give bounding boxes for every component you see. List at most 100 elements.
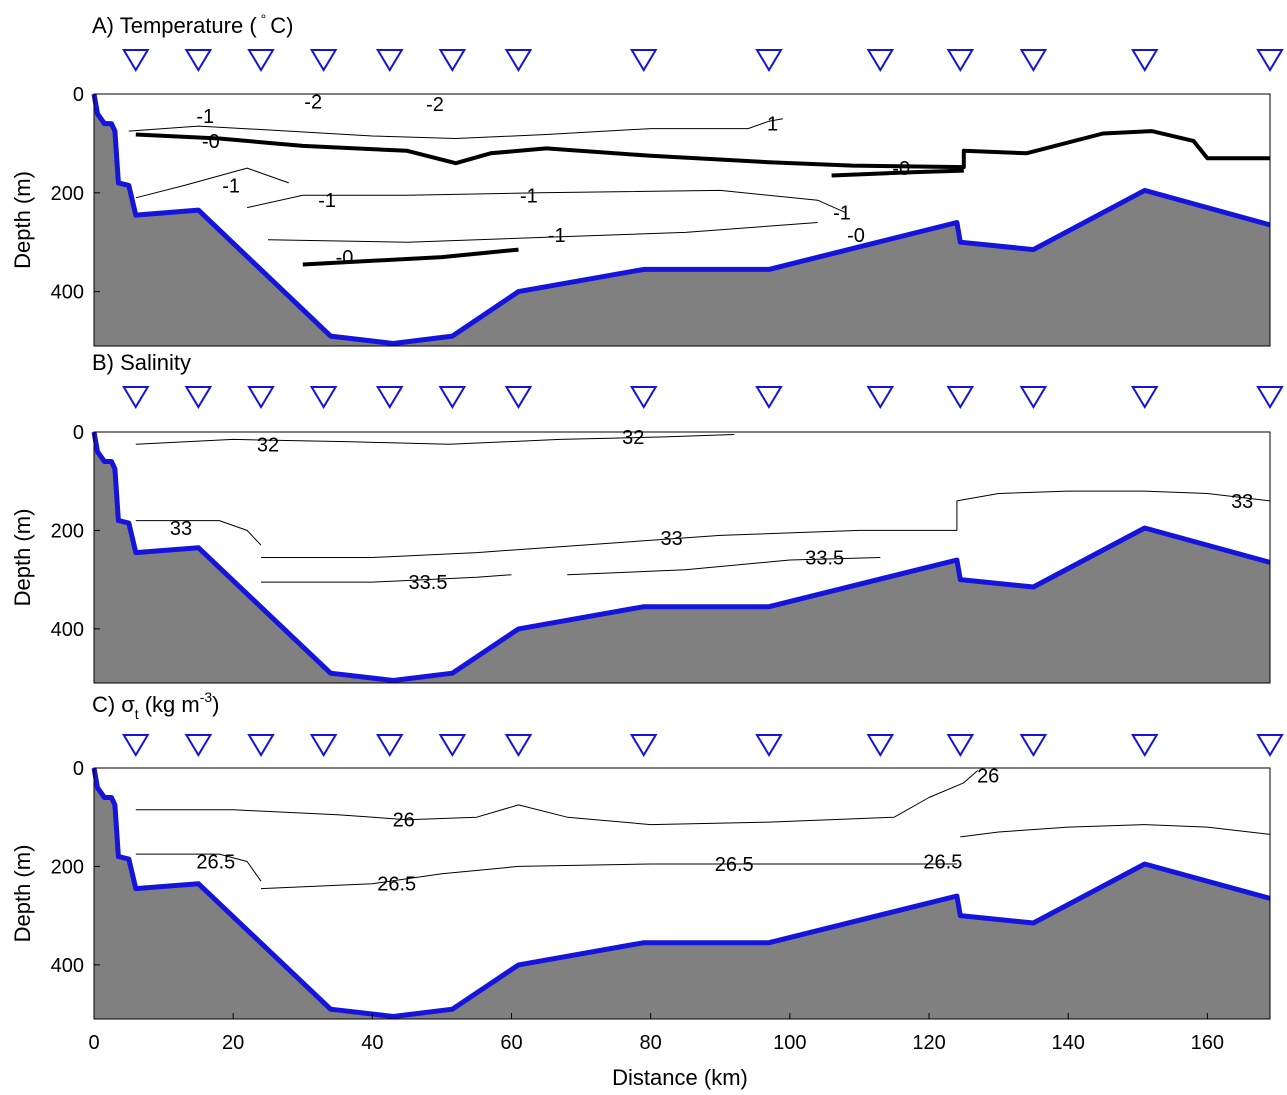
- contour-label: -1: [222, 175, 240, 197]
- y-tick-label: 400: [51, 282, 84, 304]
- panel-temperature: A) Temperature (° C) -2 -2-1-0-1-1 -1-1-01-…: [10, 11, 1284, 347]
- station-marker: [247, 49, 275, 72]
- station-marker: [1256, 734, 1284, 757]
- contour-line: [128, 118, 783, 139]
- panel-a-title-tail: C): [270, 13, 293, 38]
- panel-salinity: B) Salinity 32 32 33 33 33 33.5 33.5 0 200 400 Dep…: [10, 350, 1284, 684]
- y-tick-label: 400: [51, 955, 84, 977]
- station-marker: [755, 386, 783, 409]
- bottom-profile-line: [91, 93, 1271, 346]
- contour-label: -2: [304, 91, 322, 113]
- contour-label: -0: [892, 158, 910, 180]
- station-marker: [1256, 49, 1284, 72]
- contour-label: 32: [257, 434, 279, 456]
- contour-label: 26.5: [196, 852, 235, 874]
- station-marker: [1019, 49, 1048, 72]
- station-marker: [866, 49, 895, 72]
- station-marker: [1130, 49, 1159, 72]
- bottom-profile-line: [91, 767, 1271, 1019]
- contour-label: -2: [426, 94, 444, 116]
- contour-label: 33: [660, 528, 682, 550]
- contour-label: -0: [847, 225, 865, 247]
- station-marker: [375, 386, 404, 409]
- contour-label: -1: [520, 185, 538, 207]
- contour-line: [135, 434, 735, 445]
- contour-line: [260, 863, 957, 890]
- station-marker: [121, 734, 150, 757]
- y-tick-label: 200: [51, 856, 84, 878]
- station-marker: [504, 734, 533, 757]
- x-tick-label: 160: [1191, 1032, 1224, 1054]
- y-tick-label: 0: [73, 758, 84, 780]
- y-axis-label: Depth (m): [10, 171, 35, 269]
- contour-line: [135, 520, 262, 546]
- x-axis-label: Distance (km): [612, 1065, 748, 1090]
- x-tick-label: 20: [222, 1032, 244, 1054]
- x-tick-label: 140: [1052, 1032, 1085, 1054]
- station-marker: [438, 386, 467, 409]
- station-marker: [1130, 734, 1159, 757]
- station-marker: [504, 49, 533, 72]
- y-axis-label: Depth (m): [10, 845, 35, 943]
- y-tick-label: 400: [51, 619, 84, 641]
- seafloor-fill: [94, 94, 1270, 346]
- contour-line: [135, 167, 289, 199]
- contour-label: 33: [170, 518, 192, 540]
- station-marker: [629, 49, 658, 72]
- station-marker: [946, 734, 975, 757]
- x-tick-label: 60: [500, 1032, 522, 1054]
- station-marker: [866, 386, 895, 409]
- x-tick-label: 0: [88, 1032, 99, 1054]
- contour-label: -1: [833, 203, 851, 225]
- bottom-profile-line: [91, 431, 1271, 683]
- contour-line: [831, 168, 964, 178]
- svg-text:C)σt(kg m-3): C) σt (kg m-3): [92, 689, 219, 722]
- station-marker: [309, 734, 338, 757]
- station-marker: [504, 386, 533, 409]
- contour-label: 33.5: [409, 572, 448, 594]
- contour-label: -1: [196, 106, 214, 128]
- x-tick-label: 120: [912, 1032, 945, 1054]
- panel-c-title: C): [92, 692, 115, 717]
- station-marker: [247, 386, 275, 409]
- y-tick-label: 200: [51, 520, 84, 542]
- y-tick-label: 0: [73, 422, 84, 444]
- station-marker: [438, 49, 467, 72]
- station-marker: [866, 734, 895, 757]
- contour-line: [960, 824, 1271, 838]
- x-tick-label: 40: [361, 1032, 383, 1054]
- station-marker: [629, 734, 658, 757]
- svg-text:A) Temperature (°C): A) Temperature (° C): [92, 11, 293, 38]
- station-marker: [184, 49, 213, 72]
- contour-line: [267, 222, 818, 243]
- contour-line: [261, 574, 512, 583]
- panel-c-sigma: σ: [121, 692, 135, 717]
- station-marker: [375, 49, 404, 72]
- axes-frame: [93, 431, 1271, 684]
- contour-line: [261, 490, 1271, 558]
- contour-label: 33.5: [805, 548, 844, 570]
- station-marker: [184, 386, 213, 409]
- x-tick-label: 80: [640, 1032, 662, 1054]
- contour-line: [135, 129, 1270, 170]
- contour-line: [246, 189, 846, 214]
- contour-label: 1: [767, 114, 778, 136]
- seafloor-fill: [94, 768, 1270, 1019]
- station-marker: [1130, 386, 1159, 409]
- contour-label: 26.5: [923, 852, 962, 874]
- contour-label: -1: [318, 190, 336, 212]
- panel-a-title: A) Temperature (: [92, 13, 257, 38]
- station-marker: [755, 734, 783, 757]
- station-marker: [309, 49, 338, 72]
- y-axis-label: Depth (m): [10, 509, 35, 607]
- axes-frame: [93, 93, 1271, 347]
- station-marker: [946, 49, 975, 72]
- station-marker: [375, 734, 404, 757]
- station-marker: [247, 734, 275, 757]
- contour-label: 26: [393, 810, 415, 832]
- panel-c-units: (kg m: [145, 692, 200, 717]
- axes-frame: [93, 767, 1271, 1020]
- station-marker: [121, 49, 150, 72]
